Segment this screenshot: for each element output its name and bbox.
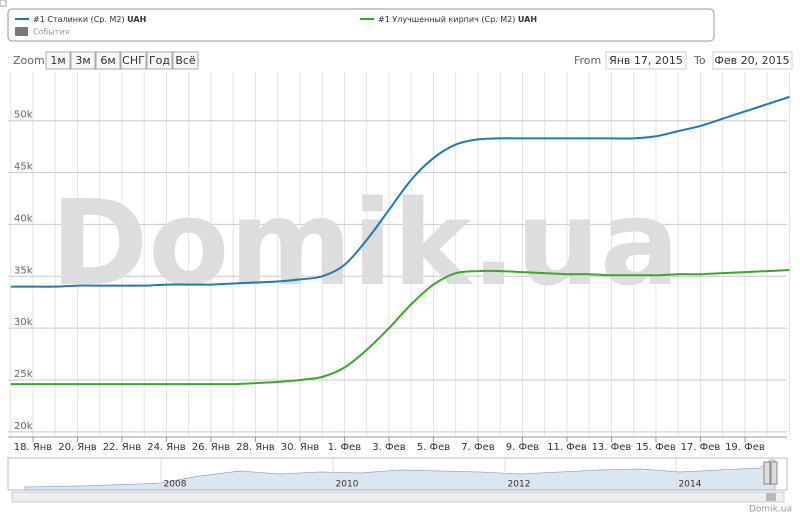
zoom-button[interactable]	[45, 51, 71, 70]
to-value: Фев 20, 2015	[714, 54, 789, 67]
x-tick-label: 17. Фев	[681, 442, 721, 453]
x-tick-label: 26. Янв	[192, 442, 231, 453]
y-tick-label: 30k	[14, 317, 33, 328]
y-tick-label: 35k	[14, 265, 33, 276]
x-tick-label: 19. Фев	[725, 442, 765, 453]
legend-item[interactable]: События	[33, 28, 70, 37]
legend-swatch	[15, 27, 28, 36]
zoom-button-label: Всё	[175, 54, 196, 67]
y-tick-label: 25k	[14, 369, 33, 380]
scrollbar[interactable]	[11, 491, 785, 503]
zoom-button-label: СНГ	[122, 54, 145, 67]
zoom-button[interactable]	[172, 51, 199, 70]
x-tick-label: 5. Фев	[417, 442, 450, 453]
to-label: To	[693, 54, 706, 67]
navigator-label: 2014	[679, 480, 702, 490]
x-tick-label: 9. Фев	[506, 442, 539, 453]
x-tick-label: 28. Янв	[236, 442, 275, 453]
corner	[0, 0, 7, 7]
zoom-button[interactable]	[146, 51, 173, 70]
navigator-handle[interactable]	[763, 461, 771, 485]
zoom-button-label: 3м	[75, 54, 90, 67]
zoom-button-label: 1м	[50, 54, 65, 67]
navigator-label: 2008	[164, 480, 187, 490]
zoom-button-label: Год	[149, 54, 170, 67]
x-tick-label: 22. Янв	[103, 442, 142, 453]
legend-item[interactable]: #1 Сталинки (Ср. М2) UAH	[33, 15, 146, 24]
scrollbar-thumb[interactable]	[766, 493, 776, 501]
x-tick-label: 3. Фев	[372, 442, 405, 453]
zoom-button[interactable]	[95, 51, 121, 70]
legend-box	[7, 8, 715, 42]
credit: Domik.ua	[749, 505, 792, 515]
y-tick-label: 50k	[14, 110, 33, 121]
x-tick-label: 24. Янв	[147, 442, 186, 453]
y-tick-label: 45k	[14, 162, 33, 173]
to-input[interactable]	[712, 51, 793, 70]
from-input[interactable]	[605, 51, 687, 70]
x-tick-label: 18. Янв	[14, 442, 53, 453]
from-value: Янв 17, 2015	[609, 54, 683, 67]
zoom-label: Zoom	[13, 54, 45, 67]
x-tick-label: 30. Янв	[281, 442, 320, 453]
series-line	[10, 95, 790, 288]
navigator-series	[24, 459, 776, 491]
x-tick-label: 11. Фев	[547, 442, 587, 453]
zoom-button[interactable]	[120, 51, 147, 70]
x-tick-label: 1. Фев	[328, 442, 361, 453]
navigator-label: 2010	[336, 480, 359, 490]
x-tick-label: 7. Фев	[461, 442, 494, 453]
series-line	[10, 269, 790, 386]
plot-area	[8, 72, 787, 437]
from-label: From	[574, 54, 601, 67]
y-tick-label: 40k	[14, 213, 33, 224]
x-tick-label: 13. Фев	[592, 442, 632, 453]
legend-item[interactable]: #1 Улучшенный кирпич (Ср. М2) UAH	[378, 15, 537, 24]
navigator-label: 2012	[508, 480, 531, 490]
zoom-button[interactable]	[70, 51, 96, 70]
y-tick-label: 20k	[14, 421, 33, 432]
zoom-button-label: 6м	[100, 54, 115, 67]
x-tick-label: 15. Фев	[636, 442, 676, 453]
x-tick-label: 20. Янв	[58, 442, 97, 453]
navigator-handle[interactable]	[770, 461, 778, 485]
